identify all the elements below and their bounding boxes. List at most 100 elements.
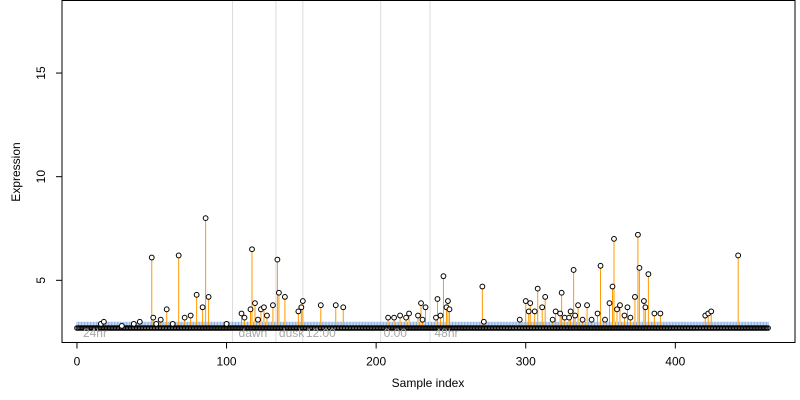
data-point	[525, 308, 532, 315]
data-point	[317, 302, 324, 309]
data-point	[522, 298, 529, 304]
data-point	[187, 312, 194, 319]
data-point	[621, 312, 628, 319]
data-point	[575, 302, 581, 309]
data-point	[202, 215, 209, 222]
data-point	[558, 289, 565, 296]
annotation-label: 24hr	[83, 326, 107, 340]
data-point	[570, 267, 577, 273]
data-point	[708, 308, 715, 315]
data-point	[299, 298, 306, 304]
data-point	[480, 318, 487, 325]
annotation-label: 48hr	[434, 326, 458, 340]
annotation-label: 12:00	[306, 326, 336, 340]
data-point	[584, 302, 590, 309]
data-point	[247, 306, 254, 313]
annotation-label: dusk	[279, 326, 305, 340]
data-point	[437, 312, 444, 319]
data-point	[566, 314, 573, 321]
x-axis-label: Sample index	[392, 376, 465, 390]
data-point	[552, 308, 559, 315]
data-point	[136, 318, 143, 325]
data-point	[479, 283, 486, 290]
data-point	[606, 300, 613, 307]
data-point	[403, 314, 409, 321]
data-point	[542, 294, 549, 300]
data-point	[539, 304, 546, 311]
baseline-point	[765, 325, 771, 331]
data-point	[238, 310, 245, 317]
data-point	[199, 304, 206, 311]
data-point	[446, 306, 453, 313]
data-point	[572, 312, 578, 319]
data-point	[657, 310, 664, 317]
data-point	[163, 306, 170, 313]
y-axis-label: Expression	[9, 142, 23, 201]
data-point	[385, 314, 392, 321]
data-point	[406, 310, 412, 317]
data-point	[295, 308, 302, 315]
data-point	[332, 302, 339, 309]
data-point	[531, 308, 538, 315]
data-point	[617, 302, 623, 309]
data-point	[645, 271, 652, 278]
data-point	[169, 320, 176, 327]
plot-frame	[61, 0, 796, 343]
data-point	[281, 294, 288, 300]
data-point	[602, 316, 608, 323]
data-point	[433, 314, 439, 321]
data-point	[391, 314, 397, 321]
data-point	[651, 310, 658, 317]
data-point	[434, 296, 441, 302]
data-point	[415, 312, 421, 319]
data-point	[614, 306, 620, 313]
annotation-lines	[232, 0, 431, 343]
data-point	[298, 304, 305, 311]
data-point	[264, 312, 270, 319]
data-point	[241, 314, 248, 321]
data-point	[261, 304, 267, 311]
data-point	[641, 298, 647, 304]
data-point	[419, 316, 426, 323]
data-point	[397, 312, 403, 319]
y-axis: 5 10 15	[34, 66, 63, 284]
y-tick-label: 15	[34, 66, 48, 80]
data-point	[181, 314, 188, 321]
data-point	[642, 304, 649, 311]
data-point	[594, 310, 601, 317]
data-point	[588, 316, 595, 323]
x-axis: 0 100 200 300 400	[74, 342, 686, 369]
data-point	[440, 273, 447, 280]
data-point	[148, 254, 155, 261]
y-tick-label: 5	[34, 277, 48, 284]
data-point	[157, 316, 164, 323]
data-point	[274, 256, 281, 263]
data-point	[611, 235, 617, 242]
data-point	[516, 316, 523, 323]
data-point	[567, 308, 574, 315]
baseline-points	[74, 325, 771, 331]
data-point	[223, 320, 230, 327]
data-point	[249, 246, 255, 253]
data-point	[175, 252, 182, 259]
data-point	[609, 283, 616, 290]
data-point	[270, 302, 276, 309]
data-point	[527, 300, 534, 307]
y-tick-label: 10	[34, 170, 48, 184]
annotation-labels: 24hr dawn dusk 12:00 0:00 48hr	[83, 326, 459, 340]
data-point	[193, 291, 200, 298]
annotation-label: 0:00	[384, 326, 408, 340]
data-point	[636, 264, 643, 271]
data-point	[597, 262, 604, 269]
x-tick-label: 400	[665, 355, 685, 369]
data-point	[735, 252, 742, 259]
x-tick-label: 200	[366, 355, 386, 369]
annotation-label: dawn	[239, 326, 268, 340]
x-tick-label: 0	[74, 355, 81, 369]
data-point	[557, 310, 564, 317]
data-point	[205, 294, 212, 300]
x-tick-label: 300	[516, 355, 536, 369]
data-point	[150, 314, 157, 321]
data-point	[549, 316, 556, 323]
